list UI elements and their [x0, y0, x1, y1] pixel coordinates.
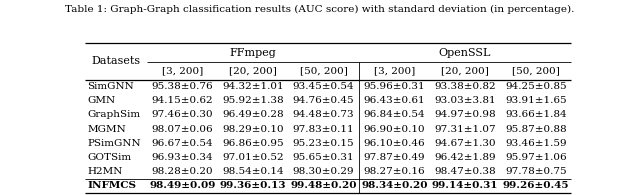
Text: 95.97±1.06: 95.97±1.06	[505, 153, 566, 162]
Text: 98.49±0.09: 98.49±0.09	[149, 181, 216, 190]
Text: [20, 200]: [20, 200]	[229, 66, 277, 76]
Text: 98.47±0.38: 98.47±0.38	[434, 167, 496, 176]
Text: FFmpeg: FFmpeg	[230, 48, 276, 58]
Text: 98.29±0.10: 98.29±0.10	[222, 125, 284, 134]
Text: 94.15±0.62: 94.15±0.62	[152, 96, 213, 105]
Text: 96.42±1.89: 96.42±1.89	[434, 153, 496, 162]
Text: 97.46±0.30: 97.46±0.30	[152, 111, 213, 120]
Text: 99.26±0.45: 99.26±0.45	[502, 181, 569, 190]
Text: 94.67±1.30: 94.67±1.30	[434, 139, 496, 148]
Text: 96.86±0.95: 96.86±0.95	[222, 139, 284, 148]
Text: 93.46±1.59: 93.46±1.59	[505, 139, 566, 148]
Text: Table 1: Graph-Graph classification results (AUC score) with standard deviation : Table 1: Graph-Graph classification resu…	[65, 5, 575, 14]
Text: 97.31±1.07: 97.31±1.07	[434, 125, 496, 134]
Text: 95.65±0.31: 95.65±0.31	[293, 153, 355, 162]
Text: 96.10±0.46: 96.10±0.46	[364, 139, 425, 148]
Text: 95.23±0.15: 95.23±0.15	[293, 139, 355, 148]
Text: 97.83±0.11: 97.83±0.11	[293, 125, 355, 134]
Text: 99.48±0.20: 99.48±0.20	[291, 181, 357, 190]
Text: 95.87±0.88: 95.87±0.88	[505, 125, 566, 134]
Text: 98.30±0.29: 98.30±0.29	[293, 167, 355, 176]
Text: PSimGNN: PSimGNN	[88, 139, 141, 148]
Text: GOTSim: GOTSim	[88, 153, 132, 162]
Text: 98.34±0.20: 98.34±0.20	[361, 181, 428, 190]
Text: 96.49±0.28: 96.49±0.28	[222, 111, 284, 120]
Text: 97.78±0.75: 97.78±0.75	[505, 167, 566, 176]
Text: OpenSSL: OpenSSL	[439, 48, 492, 58]
Text: H2MN: H2MN	[88, 167, 123, 176]
Text: 93.03±3.81: 93.03±3.81	[434, 96, 496, 105]
Text: 99.14±0.31: 99.14±0.31	[432, 181, 499, 190]
Text: 97.01±0.52: 97.01±0.52	[222, 153, 284, 162]
Text: [20, 200]: [20, 200]	[441, 66, 489, 76]
Text: 93.91±1.65: 93.91±1.65	[505, 96, 566, 105]
Text: [50, 200]: [50, 200]	[300, 66, 348, 76]
Text: 94.97±0.98: 94.97±0.98	[434, 111, 496, 120]
Text: 95.38±0.76: 95.38±0.76	[152, 82, 213, 91]
Text: 96.93±0.34: 96.93±0.34	[152, 153, 213, 162]
Text: 96.43±0.61: 96.43±0.61	[364, 96, 425, 105]
Text: 94.25±0.85: 94.25±0.85	[505, 82, 566, 91]
Text: 94.48±0.73: 94.48±0.73	[293, 111, 355, 120]
Text: 93.38±0.82: 93.38±0.82	[434, 82, 496, 91]
Text: [3, 200]: [3, 200]	[374, 66, 415, 76]
Text: 98.27±0.16: 98.27±0.16	[364, 167, 425, 176]
Text: 94.76±0.45: 94.76±0.45	[293, 96, 355, 105]
Text: 98.28±0.20: 98.28±0.20	[152, 167, 213, 176]
Text: 98.07±0.06: 98.07±0.06	[152, 125, 213, 134]
Text: MGMN: MGMN	[88, 125, 126, 134]
Text: 95.96±0.31: 95.96±0.31	[364, 82, 425, 91]
Text: [3, 200]: [3, 200]	[162, 66, 203, 76]
Text: 96.84±0.54: 96.84±0.54	[364, 111, 425, 120]
Text: 98.54±0.14: 98.54±0.14	[222, 167, 284, 176]
Text: 97.87±0.49: 97.87±0.49	[364, 153, 425, 162]
Text: 95.92±1.38: 95.92±1.38	[222, 96, 284, 105]
Text: 99.36±0.13: 99.36±0.13	[220, 181, 286, 190]
Text: GraphSim: GraphSim	[88, 111, 141, 120]
Text: 94.32±1.01: 94.32±1.01	[222, 82, 284, 91]
Text: [50, 200]: [50, 200]	[512, 66, 559, 76]
Text: GMN: GMN	[88, 96, 116, 105]
Text: SimGNN: SimGNN	[88, 82, 134, 91]
Text: 93.66±1.84: 93.66±1.84	[505, 111, 566, 120]
Text: INFMCS: INFMCS	[88, 181, 136, 190]
Text: 93.45±0.54: 93.45±0.54	[293, 82, 355, 91]
Text: 96.90±0.10: 96.90±0.10	[364, 125, 425, 134]
Text: Datasets: Datasets	[92, 56, 141, 66]
Text: 96.67±0.54: 96.67±0.54	[152, 139, 213, 148]
